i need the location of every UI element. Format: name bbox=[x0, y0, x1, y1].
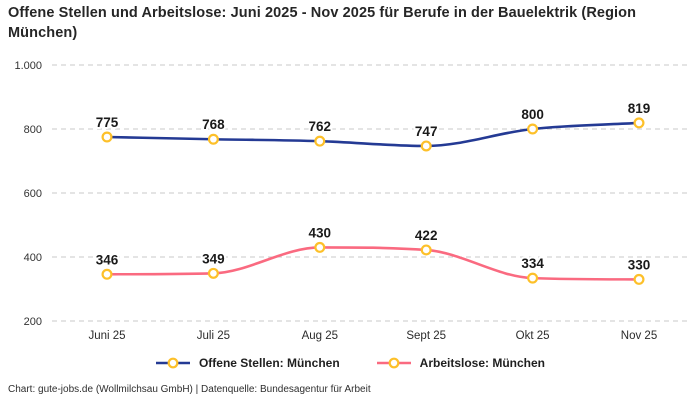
y-axis-tick-label: 800 bbox=[24, 124, 42, 136]
data-point-marker bbox=[314, 135, 326, 147]
chart-legend: Offene Stellen: München Arbeitslose: Mün… bbox=[0, 356, 700, 370]
legend-item-arbeitslose: Arbeitslose: München bbox=[376, 356, 545, 370]
data-point-marker bbox=[527, 123, 539, 135]
x-axis-tick-label: Nov 25 bbox=[621, 330, 657, 342]
series-line-offene-stellen bbox=[105, 121, 641, 148]
data-point-marker bbox=[420, 140, 432, 152]
data-point-marker bbox=[207, 267, 219, 279]
data-point-value-label: 330 bbox=[628, 257, 651, 272]
data-point-marker bbox=[527, 272, 539, 284]
data-point-value-label: 819 bbox=[628, 101, 651, 116]
legend-item-offene-stellen: Offene Stellen: München bbox=[155, 356, 340, 370]
data-point-value-label: 422 bbox=[415, 228, 438, 243]
legend-label-arbeitslose: Arbeitslose: München bbox=[419, 356, 546, 370]
data-point-value-label: 430 bbox=[309, 225, 332, 240]
x-axis-tick-label: Okt 25 bbox=[516, 330, 550, 342]
data-point-marker bbox=[420, 244, 432, 256]
data-point-value-label: 346 bbox=[96, 252, 119, 267]
data-point-marker bbox=[101, 268, 113, 280]
x-axis-tick-label: Juni 25 bbox=[88, 330, 125, 342]
series-line-arbeitslose bbox=[105, 246, 641, 281]
data-point-value-label: 349 bbox=[202, 251, 225, 266]
data-point-marker bbox=[633, 273, 645, 285]
y-axis-tick-label: 600 bbox=[24, 188, 42, 200]
chart-canvas: 200 400 600 800 1.000 Juni 25 Juli 25 Aug 25 Sep… bbox=[14, 60, 688, 342]
data-point-value-label: 334 bbox=[521, 256, 544, 271]
legend-line-marker-icon bbox=[155, 357, 190, 369]
page-title: Offene Stellen und Arbeitslose: Juni 202… bbox=[8, 5, 637, 41]
x-axis-tick-label: Aug 25 bbox=[302, 330, 338, 342]
chart-source-attribution: Chart: gute-jobs.de (Wollmilchsau GmbH) … bbox=[8, 384, 371, 395]
data-point-value-label: 775 bbox=[96, 115, 119, 130]
data-point-marker bbox=[633, 117, 645, 129]
data-point-value-label: 800 bbox=[521, 107, 544, 122]
x-axis-tick-label: Sept 25 bbox=[406, 330, 446, 342]
y-axis-tick-label: 400 bbox=[24, 252, 42, 264]
data-point-marker bbox=[207, 133, 219, 145]
data-point-value-label: 762 bbox=[309, 119, 332, 134]
data-point-value-label: 768 bbox=[202, 117, 225, 132]
legend-line-marker-icon bbox=[376, 357, 411, 369]
y-axis-tick-label: 1.000 bbox=[14, 60, 42, 72]
y-axis-tick-label: 200 bbox=[24, 316, 42, 328]
x-axis-tick-label: Juli 25 bbox=[197, 330, 230, 342]
data-point-marker bbox=[314, 241, 326, 253]
data-point-marker bbox=[101, 131, 113, 143]
data-point-value-label: 747 bbox=[415, 124, 438, 139]
legend-label-offene-stellen: Offene Stellen: München bbox=[198, 356, 340, 370]
